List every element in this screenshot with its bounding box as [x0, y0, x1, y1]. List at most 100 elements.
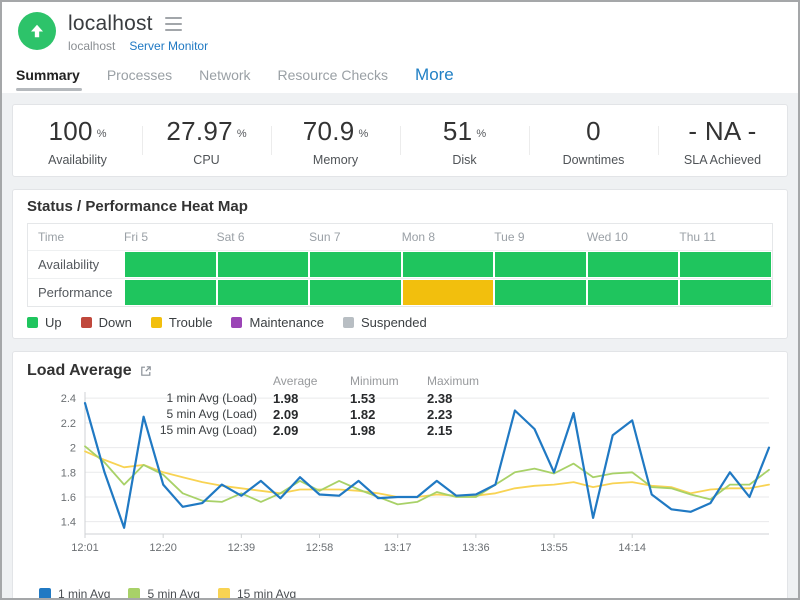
heatmap-cell-availability-sun-7[interactable]: [309, 251, 402, 278]
tab-resource-checks[interactable]: Resource Checks: [277, 67, 389, 83]
chart-legend-swatch: [217, 588, 230, 598]
stat-memory: 70.9% Memory: [271, 114, 400, 167]
heatmap-legend-swatch: [150, 317, 162, 328]
heatmap-header-row: Time Fri 5 Sat 6 Sun 7 Mon 8 Tue 9 Wed 10 Thu 1…: [28, 224, 772, 250]
heatmap-col-sat-6: Sat 6: [216, 230, 245, 244]
stat-value: 0: [529, 116, 658, 147]
tab-network[interactable]: Network: [199, 67, 251, 83]
chart-legend-item-5-min-avg[interactable]: 5 min Avg: [128, 587, 200, 600]
chart-legend-swatch: [128, 588, 141, 598]
load-average-card: Load Average Average Minimum Maximum 1 min …: [12, 351, 788, 600]
heatmap-title: Status / Performance Heat Map: [27, 198, 248, 215]
menu-icon[interactable]: [164, 15, 182, 33]
x-axis-tick-label: 14:14: [618, 542, 646, 554]
stat-label: Availability: [48, 153, 107, 167]
heatmap-table: Time Fri 5 Sat 6 Sun 7 Mon 8 Tue 9 Wed 10 Thu 1…: [27, 223, 773, 307]
heatmap-row-availability: Availability: [28, 250, 772, 278]
heatmap-cell-availability-wed-10[interactable]: [586, 251, 680, 278]
x-axis-tick-label: 12:20: [149, 542, 177, 554]
heatmap-cell-performance-mon-8[interactable]: [401, 279, 495, 306]
stat-label: SLA Achieved: [683, 153, 762, 167]
x-axis-tick-label: 12:58: [306, 542, 334, 554]
stat-value: 70.9%: [271, 116, 400, 147]
heatmap-col-wed-10: Wed 10: [586, 230, 628, 244]
series-line-15-min-avg: [84, 450, 770, 498]
summary-header-minimum: Minimum: [350, 374, 399, 388]
chart-legend-label: 5 min Avg: [147, 587, 200, 600]
chart-legend-label: 15 min Avg: [236, 587, 297, 600]
heatmap-legend-item-trouble: Trouble: [150, 315, 213, 330]
heatmap-legend-label: Maintenance: [249, 315, 324, 330]
heatmap-legend-label: Trouble: [168, 315, 213, 330]
external-link-icon[interactable]: [140, 365, 152, 377]
heatmap-col-fri-5: Fri 5: [124, 230, 148, 244]
heatmap-legend-label: Down: [98, 315, 132, 330]
summary-row-label: 5 min Avg (Load): [166, 407, 258, 421]
stat-sla-achieved: - NA - SLA Achieved: [658, 114, 787, 167]
summary-maximum-value: 2.38: [427, 391, 453, 406]
heatmap-cell-availability-tue-9[interactable]: [494, 251, 587, 278]
tab-more[interactable]: More: [415, 65, 454, 84]
stat-value: 51%: [400, 116, 529, 147]
chart-legend: 1 min Avg 5 min Avg 15 min Avg: [27, 585, 773, 600]
monitor-type-link[interactable]: Server Monitor: [129, 39, 209, 53]
heatmap-row-performance: Performance: [28, 278, 772, 306]
stat-number: 70.9: [302, 116, 355, 146]
x-axis-tick-label: 13:36: [462, 542, 490, 554]
load-average-title: Load Average: [27, 362, 132, 379]
stat-number: 27.97: [166, 116, 233, 146]
heatmap-legend-label: Up: [45, 315, 62, 330]
heatmap-cell-availability-mon-8[interactable]: [401, 251, 495, 278]
stat-availability: 100% Availability: [13, 114, 142, 167]
heatmap-cell-availability-fri-5[interactable]: [124, 251, 217, 278]
stat-value: 100%: [13, 116, 142, 147]
stat-unit: %: [236, 128, 247, 140]
chart-legend-item-1-min-avg[interactable]: 1 min Avg: [39, 587, 110, 598]
summary-maximum-value: 2.15: [427, 423, 453, 438]
heatmap-cell-performance-fri-5[interactable]: [124, 279, 217, 306]
summary-row-label: 15 min Avg (Load): [159, 423, 257, 437]
summary-average-value: 2.09: [273, 407, 299, 422]
stat-unit: %: [476, 128, 487, 140]
y-axis-tick-label: 1.8: [61, 467, 76, 479]
series-line-1-min-avg: [83, 402, 771, 529]
heatmap-cell-performance-wed-10[interactable]: [586, 279, 680, 306]
summary-header-average: Average: [273, 374, 318, 388]
heatmap-legend-item-maintenance: Maintenance: [231, 315, 324, 330]
summary-maximum-value: 2.23: [427, 407, 453, 422]
monitor-hostname: localhost: [68, 39, 116, 53]
heatmap-row-label: Performance: [38, 285, 113, 300]
load-summary-table: Average Minimum Maximum 1 min Avg (Load) 1.9…: [155, 374, 504, 438]
stat-label: Downtimes: [562, 153, 625, 167]
stat-label: Disk: [452, 153, 477, 167]
heatmap-col-tue-9: Tue 9: [494, 230, 525, 244]
heatmap-cell-performance-sat-6[interactable]: [216, 279, 310, 306]
heatmap-cell-availability-thu-11[interactable]: [679, 251, 772, 278]
stat-number: 0: [586, 116, 601, 146]
heatmap-card: Status / Performance Heat Map Time Fri 5 S…: [12, 189, 788, 339]
series-line-5-min-avg: [84, 445, 770, 506]
y-axis-tick-label: 2.2: [61, 418, 76, 430]
heatmap-cell-performance-thu-11[interactable]: [679, 279, 772, 306]
heatmap-cell-availability-sat-6[interactable]: [216, 251, 310, 278]
tab-processes[interactable]: Processes: [106, 67, 173, 83]
summary-row-label: 1 min Avg (Load): [166, 391, 258, 405]
heatmap-cell-performance-sun-7[interactable]: [309, 279, 402, 306]
chart-legend-item-15-min-avg[interactable]: 15 min Avg: [217, 587, 297, 600]
heatmap-legend: Up Down Trouble Maintenance Suspended: [27, 315, 773, 330]
heatmap-cell-performance-tue-9[interactable]: [494, 279, 587, 306]
tab-summary[interactable]: Summary: [16, 67, 82, 91]
y-axis-tick-label: 1.4: [61, 517, 76, 529]
stat-disk: 51% Disk: [400, 114, 529, 167]
heatmap-legend-item-up: Up: [27, 315, 62, 330]
stat-cpu: 27.97% CPU: [142, 114, 271, 167]
y-axis-tick-label: 2: [70, 443, 76, 455]
stat-value: 27.97%: [142, 116, 271, 147]
y-axis-tick-label: 1.6: [61, 492, 76, 504]
heatmap-legend-swatch: [342, 317, 354, 328]
page-title: localhost: [68, 12, 153, 35]
heatmap-row-label: Availability: [38, 257, 100, 272]
summary-stats-card: 100% Availability 27.97% CPU 70.9% Memory 51% D…: [12, 104, 788, 177]
up-arrow-icon: [27, 21, 47, 41]
summary-average-value: 1.98: [273, 391, 299, 406]
